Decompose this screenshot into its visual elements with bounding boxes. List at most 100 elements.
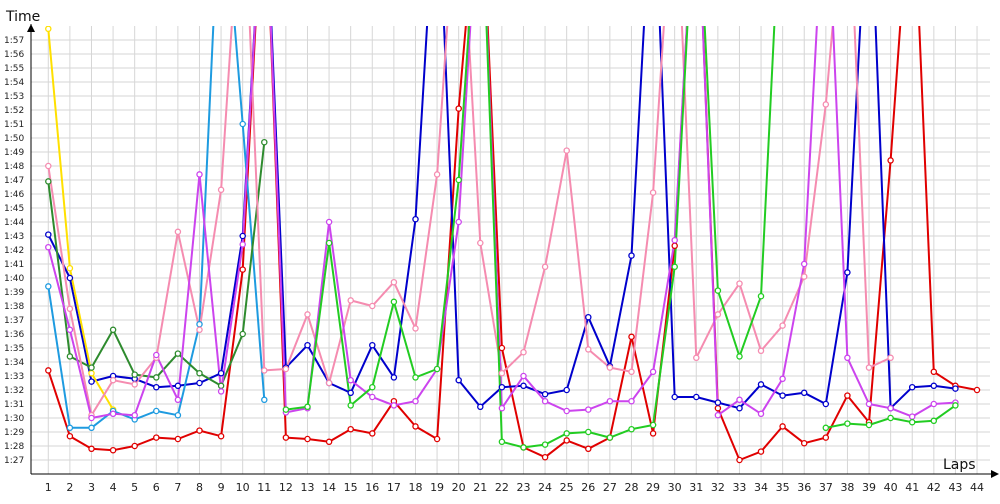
series-point	[45, 243, 52, 251]
series-point	[649, 421, 657, 429]
series-point	[800, 389, 808, 397]
series-point	[88, 424, 95, 432]
series-point	[757, 381, 765, 388]
series-point	[822, 400, 830, 408]
series-point	[239, 120, 246, 128]
series-point	[88, 369, 95, 377]
y-tick-label: 1:38	[4, 302, 24, 312]
series-point	[153, 374, 160, 381]
series-point	[498, 383, 506, 391]
axes	[27, 24, 999, 478]
series-point	[88, 414, 95, 422]
y-tick-label: 1:30	[4, 414, 24, 424]
series-point	[736, 396, 743, 404]
x-tick-label: 13	[300, 481, 314, 494]
y-tick-label: 1:40	[4, 274, 24, 284]
series-point	[887, 414, 894, 422]
series-point	[433, 365, 441, 373]
series-point	[865, 364, 873, 371]
series-point	[844, 354, 851, 362]
series-point	[498, 344, 506, 352]
series-point	[628, 368, 635, 376]
series-point	[585, 428, 592, 436]
y-tick-label: 1:51	[4, 120, 24, 130]
series-point	[217, 382, 225, 390]
series-point	[239, 241, 246, 248]
series-point	[239, 232, 246, 240]
series-point	[671, 236, 678, 244]
series-point	[174, 396, 182, 404]
series-point	[585, 406, 592, 413]
series-point	[585, 346, 592, 353]
series-point	[541, 397, 549, 405]
series-point	[45, 231, 52, 238]
series-point	[498, 404, 506, 412]
x-tick-label: 41	[905, 481, 919, 494]
x-tick-label: 23	[516, 481, 530, 494]
series-point	[822, 101, 830, 108]
series-lines	[47, 26, 978, 461]
series-point	[282, 365, 290, 373]
x-tick-label: 9	[218, 481, 225, 494]
series-point	[649, 189, 657, 196]
series-point	[369, 383, 376, 391]
series-point	[628, 425, 635, 433]
x-tick-label: 42	[927, 481, 941, 494]
series-point	[304, 435, 311, 443]
x-tick-label: 10	[236, 481, 250, 494]
series-point	[174, 435, 182, 443]
series-point	[217, 186, 225, 194]
series-point	[520, 372, 527, 380]
series-point	[455, 218, 462, 226]
series-point	[952, 385, 959, 392]
series-point	[477, 239, 484, 247]
series-point	[196, 379, 203, 387]
x-tick-label: 25	[560, 481, 574, 494]
series-point	[628, 252, 635, 259]
series-point	[908, 413, 916, 420]
series-point	[66, 274, 74, 282]
series-point	[930, 417, 938, 425]
x-tick-label: 26	[581, 481, 595, 494]
series-point	[66, 264, 74, 272]
series-point	[109, 376, 117, 384]
series-point	[477, 403, 484, 411]
y-tick-label: 1:52	[4, 106, 24, 116]
series-point	[196, 320, 203, 328]
x-tick-label: 18	[408, 481, 422, 494]
series-point	[541, 453, 549, 461]
series-point	[174, 350, 182, 357]
series-point	[325, 218, 333, 226]
series-point	[498, 369, 506, 377]
series-point	[153, 434, 160, 441]
series-point	[131, 381, 138, 388]
tick-labels: 1 2 3 4 5 6 7 8 9 10 11 12 13 14 15 16 17 18 19 20 21 22 23 24 2…	[4, 36, 984, 494]
x-tick-label: 1	[45, 481, 52, 494]
x-tick-label: 44	[970, 481, 984, 494]
series-line	[47, 26, 978, 461]
series-point	[261, 367, 268, 374]
series-point	[304, 341, 311, 349]
series-point	[800, 439, 808, 447]
series-point	[131, 411, 138, 419]
series-point	[412, 397, 419, 405]
y-tick-label: 1:32	[4, 386, 24, 396]
series-point	[196, 171, 203, 178]
series-point	[131, 442, 138, 450]
y-tick-label: 1:31	[4, 400, 24, 410]
x-tick-label: 7	[174, 481, 181, 494]
y-tick-label: 1:55	[4, 64, 24, 74]
x-tick-label: 30	[668, 481, 682, 494]
gridlines	[31, 26, 990, 474]
series-point	[908, 383, 916, 391]
y-tick-label: 1:46	[4, 190, 24, 200]
x-tick-label: 20	[452, 481, 466, 494]
series-point	[757, 347, 765, 355]
series-point	[174, 382, 182, 390]
series-point	[541, 441, 549, 448]
series-point	[412, 374, 419, 381]
y-tick-label: 1:50	[4, 134, 24, 144]
y-tick-label: 1:34	[4, 358, 24, 368]
series-point	[369, 302, 376, 310]
